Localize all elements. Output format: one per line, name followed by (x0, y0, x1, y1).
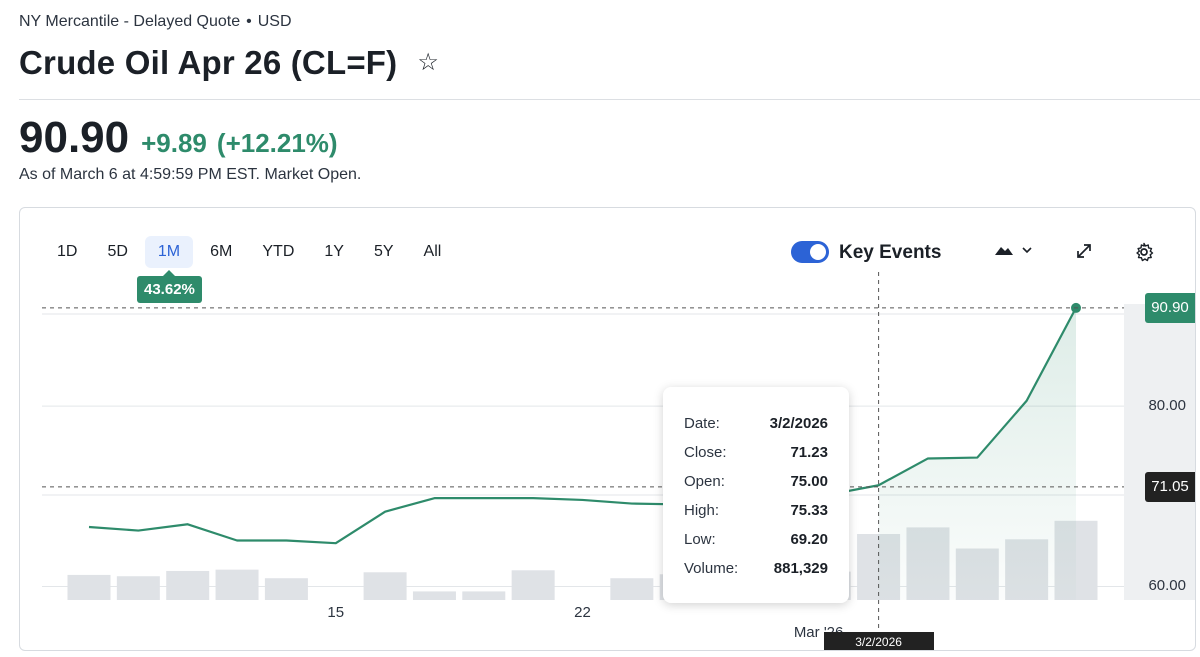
y-tick-label: 80.00 (1148, 397, 1186, 415)
star-icon[interactable]: ☆ (417, 49, 439, 76)
current-price: 90.90 (19, 113, 130, 162)
area-fill (878, 307, 1076, 600)
last-price-badge: 90.90 (1145, 292, 1195, 323)
crosshair-date-badge: 3/2/2026 (823, 632, 934, 650)
y-axis-column (1124, 304, 1195, 600)
tooltip-label: Volume: (684, 560, 739, 577)
range-button-1d[interactable]: 1D (57, 243, 78, 260)
chart-card: 1D 5D 1M 6M YTD 1Y 5Y All 43.62% Key Events Dat… (19, 207, 1196, 651)
range-button-1m[interactable]: 1M (144, 236, 194, 268)
volume-bar (412, 591, 456, 600)
exchange-name: NY Mercantile - Delayed Quote (19, 13, 241, 30)
tooltip-row: Close: 71.23 (684, 444, 828, 461)
range-selector: 1D 5D 1M 6M YTD 1Y 5Y All (44, 236, 458, 268)
as-of-timestamp: As of March 6 at 4:59:59 PM EST. Market … (19, 166, 362, 183)
volume-bar (610, 578, 654, 600)
quote-price-row: 90.90 +9.89 (+12.21%) (19, 113, 338, 163)
range-button-6m[interactable]: 6M (210, 243, 233, 260)
range-button-all[interactable]: All (423, 243, 442, 260)
tooltip-row: Open: 75.00 (684, 473, 828, 490)
page-title: Crude Oil Apr 26 (CL=F) (19, 44, 398, 81)
price-change-percent: (+12.21%) (216, 128, 338, 158)
price-change: +9.89 (141, 128, 207, 158)
price-line (88, 307, 1077, 545)
volume-bar (116, 576, 160, 600)
price-chart[interactable] (20, 208, 1196, 651)
header-divider (19, 99, 1200, 100)
expand-icon[interactable] (1075, 242, 1093, 265)
toggle-knob (810, 244, 826, 260)
separator-dot: • (246, 13, 252, 30)
volume-bar (462, 591, 506, 600)
range-button-5d[interactable]: 5D (107, 243, 128, 260)
chevron-down-icon (1022, 247, 1032, 254)
tooltip-value: 881,329 (773, 560, 828, 577)
volume-bar (264, 578, 308, 600)
tooltip-row: Date: 3/2/2026 (684, 415, 828, 432)
tooltip-row: High: 75.33 (684, 502, 828, 519)
tooltip-value: 75.00 (790, 473, 828, 490)
x-tick-label: 22 (574, 604, 591, 621)
tooltip-label: High: (684, 502, 720, 519)
x-tick-label: 15 (327, 604, 345, 621)
key-events-label: Key Events (839, 242, 942, 263)
volume-bar (166, 570, 210, 600)
tooltip-value: 69.20 (790, 531, 828, 548)
y-tick-label: 60.00 (1148, 577, 1186, 595)
range-button-ytd[interactable]: YTD (262, 243, 295, 260)
currency: USD (257, 13, 292, 30)
period-performance-badge: 43.62% (137, 270, 202, 303)
tooltip-label: Date: (684, 415, 720, 432)
tooltip-value: 3/2/2026 (769, 415, 828, 432)
mountain-chart-icon (995, 247, 1013, 255)
data-tooltip: Date: 3/2/2026 Close: 71.23 Open: 75.00 Hig… (663, 387, 849, 603)
title-row: Crude Oil Apr 26 (CL=F) ☆ (19, 44, 439, 82)
volume-bar (215, 569, 259, 600)
volume-bar (511, 570, 555, 600)
key-events-toggle[interactable] (791, 241, 829, 263)
volume-bar (67, 574, 111, 600)
tooltip-row: Volume: 881,329 (684, 560, 828, 577)
tooltip-row: Low: 69.20 (684, 531, 828, 548)
crosshair-price-badge: 71.05 (1145, 471, 1195, 502)
range-button-1y[interactable]: 1Y (324, 243, 344, 260)
exchange-info: NY Mercantile - Delayed Quote • USD (19, 13, 292, 31)
tooltip-label: Close: (684, 444, 727, 461)
chart-type-dropdown[interactable] (995, 244, 1033, 256)
tooltip-value: 71.23 (790, 444, 828, 461)
tooltip-value: 75.33 (790, 502, 828, 519)
range-button-5y[interactable]: 5Y (373, 243, 394, 260)
tooltip-label: Open: (684, 473, 725, 490)
volume-bar (363, 572, 407, 600)
tooltip-label: Low: (684, 531, 716, 548)
gear-icon[interactable] (1134, 242, 1154, 267)
